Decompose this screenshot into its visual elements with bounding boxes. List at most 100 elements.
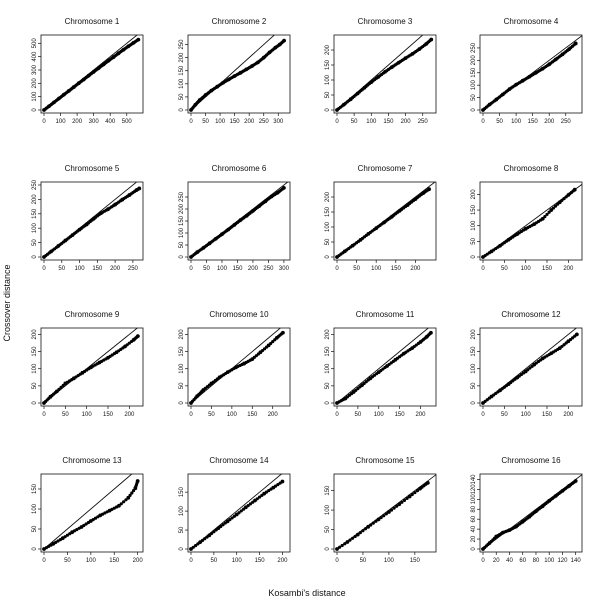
data-point xyxy=(562,343,566,347)
x-tick-label: 140 xyxy=(571,558,582,564)
panel-chromosome-8: Chromosome 8 0 50 100 150 200 0 50 100 150 200 xyxy=(471,164,583,272)
x-tick-label: 80 xyxy=(533,558,540,564)
data-point xyxy=(341,251,345,255)
data-point xyxy=(196,542,200,546)
data-point xyxy=(376,517,381,522)
data-point xyxy=(382,514,386,518)
data-point xyxy=(384,512,388,516)
data-point xyxy=(374,76,379,80)
x-tick-label: 0 xyxy=(335,266,339,272)
plot-area xyxy=(189,182,289,259)
y-tick-label: 200 xyxy=(325,329,331,340)
data-point xyxy=(545,63,550,68)
data-point xyxy=(231,75,235,79)
x-tick-label: 100 xyxy=(86,558,97,564)
panel-title: Chromosome 1 xyxy=(65,17,120,26)
data-point xyxy=(200,247,204,251)
y-tick-label: 100 xyxy=(471,363,477,374)
data-point xyxy=(383,365,387,370)
y-tick-label: 250 xyxy=(471,42,477,53)
panel-chromosome-2: Chromosome 20 50 100 150 200 250 3000501001502… xyxy=(179,17,291,125)
data-point xyxy=(274,192,278,196)
data-point xyxy=(369,523,373,527)
data-point xyxy=(84,522,88,526)
panel-chromosome-9: Chromosome 9 0 50 100 150 200 0 50 100 150 200 xyxy=(32,310,144,418)
data-point xyxy=(82,523,86,528)
x-tick-label: 150 xyxy=(232,266,243,272)
plot-area xyxy=(42,328,140,405)
x-tick-label: 100 xyxy=(521,266,532,272)
data-point xyxy=(277,43,281,47)
x-tick-label: 150 xyxy=(410,558,421,564)
x-tick-label: 100 xyxy=(227,412,238,418)
data-point xyxy=(69,234,73,239)
x-tick-label: 150 xyxy=(391,266,402,272)
data-point xyxy=(367,81,372,86)
x-tick-label: 50 xyxy=(203,266,210,272)
x-tick-label: 150 xyxy=(542,266,553,272)
y-tick-label: 100 xyxy=(325,363,331,374)
data-point xyxy=(225,78,229,82)
data-point xyxy=(564,195,568,199)
data-point xyxy=(77,526,81,530)
data-point xyxy=(90,218,94,222)
data-point xyxy=(119,502,123,506)
y-tick-label: 300 xyxy=(32,64,38,75)
data-point xyxy=(225,229,229,233)
y-tick-label: 150 xyxy=(179,65,185,76)
data-point xyxy=(335,547,339,551)
y-tick-label: 50 xyxy=(179,382,185,389)
data-point xyxy=(56,97,60,102)
x-tick-label: 100 xyxy=(544,558,555,564)
y-tick-label: 150 xyxy=(471,204,477,215)
x-tick-label: 100 xyxy=(215,119,226,125)
plot-frame xyxy=(479,473,583,553)
data-point xyxy=(110,56,114,60)
data-point xyxy=(241,507,246,511)
data-point xyxy=(243,68,247,72)
data-point xyxy=(428,332,432,336)
panel-title: Chromosome 16 xyxy=(501,456,561,465)
plot-frame xyxy=(40,473,144,553)
y-tick-label: 500 xyxy=(32,38,38,49)
x-tick-label: 200 xyxy=(133,558,144,564)
data-point xyxy=(340,543,344,548)
y-tick-label: 100 xyxy=(471,80,477,91)
x-tick-label: 60 xyxy=(519,558,526,564)
data-point xyxy=(486,104,490,108)
plot-frame xyxy=(479,327,583,407)
y-tick-label: 100 xyxy=(325,221,331,232)
data-point xyxy=(131,489,136,493)
x-tick-label: 50 xyxy=(64,558,71,564)
x-tick-label: 500 xyxy=(122,119,133,125)
y-tick-label: 200 xyxy=(32,194,38,205)
x-tick-label: 200 xyxy=(563,412,574,418)
panel-chromosome-4: Chromosome 40 50 100 150 200 2500501001502002… xyxy=(471,17,583,125)
data-point xyxy=(408,347,412,352)
data-point xyxy=(560,344,564,349)
data-point xyxy=(248,502,253,506)
data-point xyxy=(72,529,77,533)
plot-area xyxy=(189,328,285,405)
x-tick-label: 200 xyxy=(244,119,255,125)
x-axis-title: Kosambi's distance xyxy=(268,588,345,598)
plot-area xyxy=(335,182,436,259)
data-point xyxy=(266,52,270,56)
plot-area xyxy=(335,474,436,551)
data-point xyxy=(402,498,407,502)
y-tick-label: 0 xyxy=(471,108,477,112)
data-point xyxy=(130,491,134,495)
plot-area xyxy=(335,328,433,405)
data-point xyxy=(219,82,224,86)
y-tick-label: 150 xyxy=(471,67,477,78)
plot-frame xyxy=(333,34,437,114)
plot-frame xyxy=(40,181,144,261)
data-point xyxy=(426,188,430,192)
data-point xyxy=(423,336,427,340)
y-tick-label: 0 xyxy=(471,401,477,405)
x-tick-label: 200 xyxy=(410,266,421,272)
data-point xyxy=(350,536,355,540)
data-point xyxy=(353,534,357,539)
x-tick-label: 0 xyxy=(481,558,485,564)
reference-line xyxy=(482,183,582,258)
